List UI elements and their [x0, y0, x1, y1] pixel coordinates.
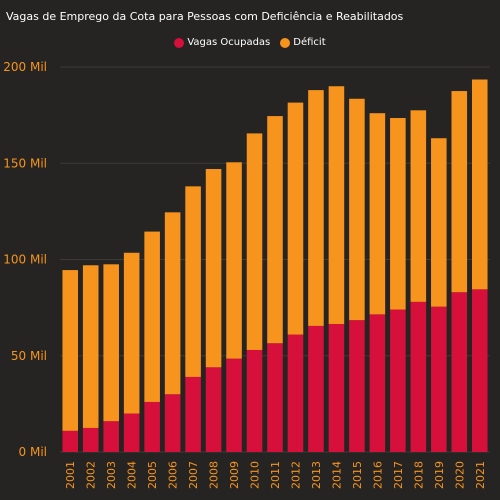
x-tick-label: 2001: [64, 461, 77, 489]
bar-deficit-2008[interactable]: [205, 169, 222, 368]
bar-occupied-2005[interactable]: [144, 401, 160, 452]
bar-occupied-2002[interactable]: [82, 427, 99, 452]
x-tick-label: 2020: [453, 461, 466, 489]
bar-deficit-2005[interactable]: [144, 231, 160, 402]
legend-dot-occupied: [174, 37, 185, 48]
x-tick-label: 2005: [146, 461, 159, 489]
bar-deficit-2010[interactable]: [246, 133, 263, 350]
y-tick-label: 100 Mil: [3, 253, 47, 267]
bar-occupied-2003[interactable]: [103, 421, 119, 452]
bar-occupied-2004[interactable]: [123, 413, 140, 453]
bar-occupied-2019[interactable]: [431, 306, 447, 452]
x-tick-label: 2013: [310, 461, 323, 489]
bar-deficit-2011[interactable]: [267, 116, 283, 344]
x-tick-label: 2019: [433, 461, 446, 489]
bar-deficit-2001[interactable]: [62, 270, 79, 431]
bar-occupied-2010[interactable]: [246, 349, 263, 452]
x-tick-label: 2014: [330, 461, 343, 489]
bar-occupied-2016[interactable]: [369, 314, 386, 452]
x-tick-label: 2017: [392, 461, 405, 489]
bar-deficit-2007[interactable]: [185, 186, 201, 377]
bar-occupied-2008[interactable]: [205, 367, 222, 452]
bar-deficit-2016[interactable]: [369, 113, 386, 315]
y-tick-label: 50 Mil: [11, 349, 47, 363]
x-tick-label: 2015: [351, 461, 364, 489]
bar-occupied-2012[interactable]: [287, 334, 304, 452]
x-tick-label: 2008: [208, 461, 221, 489]
y-tick-label: 150 Mil: [3, 156, 47, 170]
legend-dot-deficit: [280, 37, 291, 48]
x-tick-label: 2006: [167, 461, 180, 489]
bar-deficit-2018[interactable]: [410, 110, 427, 302]
bar-occupied-2001[interactable]: [62, 430, 79, 452]
bar-occupied-2020[interactable]: [451, 292, 468, 452]
bar-deficit-2004[interactable]: [123, 252, 140, 414]
legend-label-deficit: Déficit: [293, 37, 326, 48]
bar-deficit-2015[interactable]: [349, 98, 365, 321]
bar-deficit-2009[interactable]: [226, 162, 242, 359]
bar-occupied-2017[interactable]: [390, 309, 406, 452]
bar-deficit-2019[interactable]: [431, 138, 447, 307]
bar-occupied-2007[interactable]: [185, 376, 201, 452]
x-tick-label: 2009: [228, 461, 241, 489]
bar-deficit-2006[interactable]: [164, 212, 181, 395]
bar-occupied-2013[interactable]: [308, 325, 324, 452]
bar-deficit-2021[interactable]: [471, 79, 488, 290]
bar-occupied-2021[interactable]: [471, 289, 488, 452]
x-tick-label: 2011: [269, 461, 282, 489]
x-tick-label: 2012: [289, 461, 302, 489]
bar-deficit-2017[interactable]: [390, 118, 406, 310]
legend: Vagas Ocupadas Déficit: [0, 37, 500, 48]
x-tick-label: 2010: [249, 461, 262, 489]
bar-deficit-2013[interactable]: [308, 90, 324, 326]
x-tick-label: 2003: [105, 461, 118, 489]
legend-item-deficit[interactable]: Déficit: [280, 37, 326, 48]
x-tick-label: 2002: [85, 461, 98, 489]
bar-deficit-2012[interactable]: [287, 102, 304, 335]
x-tick-label: 2004: [126, 461, 139, 489]
bar-occupied-2014[interactable]: [328, 323, 345, 452]
legend-label-occupied: Vagas Ocupadas: [187, 37, 271, 48]
bar-occupied-2018[interactable]: [410, 301, 427, 452]
x-tick-label: 2007: [187, 461, 200, 489]
bar-occupied-2015[interactable]: [349, 320, 365, 452]
legend-item-occupied[interactable]: Vagas Ocupadas: [174, 37, 270, 48]
y-tick-label: 200 Mil: [3, 60, 47, 74]
bar-occupied-2011[interactable]: [267, 343, 283, 452]
x-tick-label: 2021: [474, 461, 487, 489]
x-tick-label: 2018: [412, 461, 425, 489]
bar-occupied-2009[interactable]: [226, 358, 242, 452]
chart-title: Vagas de Emprego da Cota para Pessoas co…: [6, 10, 404, 23]
bar-deficit-2002[interactable]: [82, 265, 99, 428]
bar-deficit-2014[interactable]: [328, 86, 345, 324]
bar-deficit-2003[interactable]: [103, 264, 119, 422]
x-tick-label: 2016: [371, 461, 384, 489]
bar-occupied-2006[interactable]: [164, 394, 181, 452]
bar-deficit-2020[interactable]: [451, 91, 468, 293]
y-tick-label: 0 Mil: [19, 445, 47, 459]
